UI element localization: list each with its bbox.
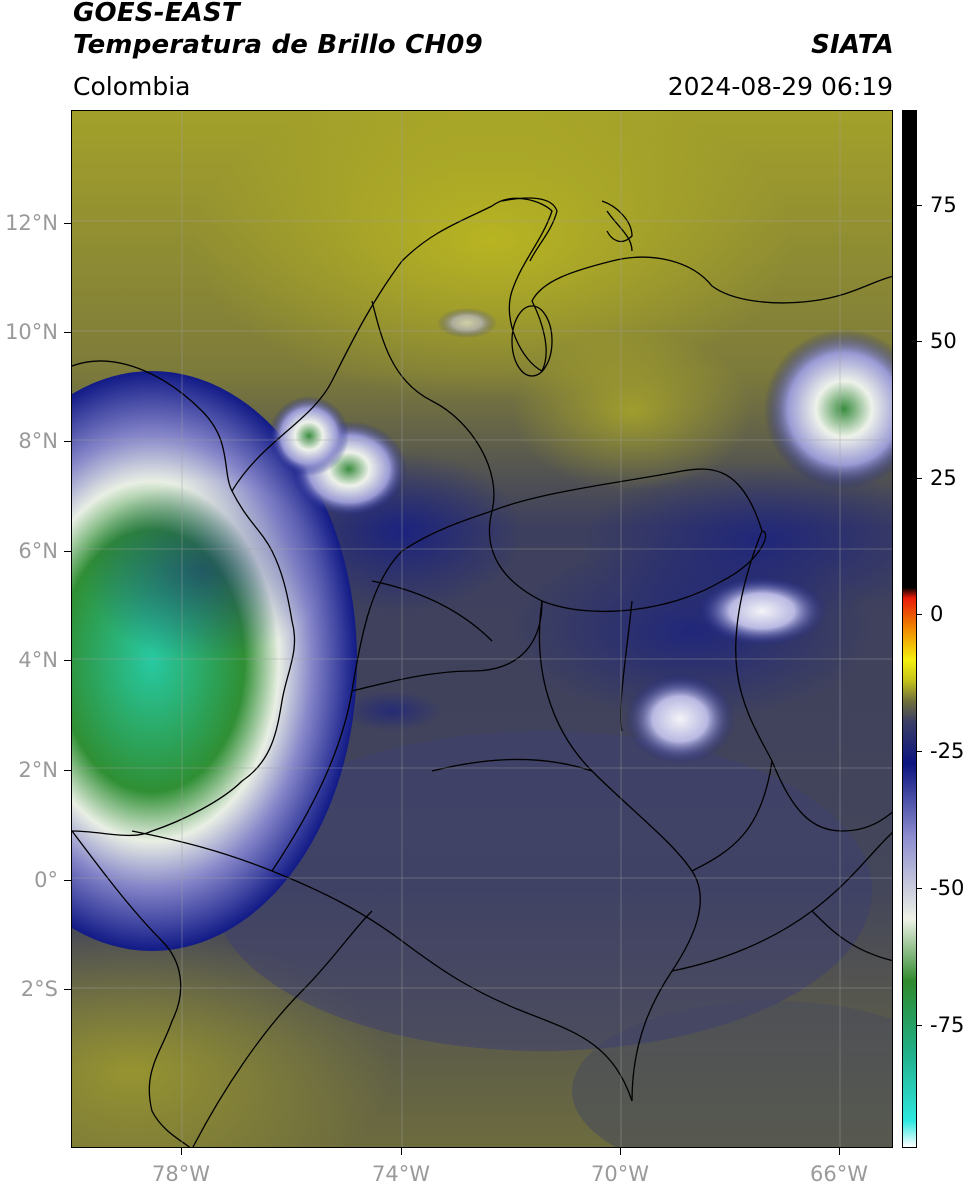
colorbar-label-neg25: -25	[930, 739, 965, 763]
lat-label-2s: 2°S	[20, 977, 58, 1001]
lat-tick	[64, 223, 71, 224]
title-line2: Temperatura de Brillo CH09	[73, 30, 483, 60]
lat-tick	[64, 880, 71, 881]
colorbar-tick	[916, 341, 922, 342]
lat-label-4n: 4°N	[18, 648, 58, 672]
colorbar	[902, 110, 917, 1148]
lon-tick	[620, 1148, 621, 1155]
colorbar-label-75: 75	[930, 193, 957, 217]
colorbar-tick	[916, 614, 922, 615]
lat-tick	[64, 441, 71, 442]
colorbar-tick	[916, 888, 922, 889]
lon-tick	[181, 1148, 182, 1155]
source-label: SIATA	[811, 30, 894, 60]
lat-label-0: 0°	[34, 868, 58, 892]
colorbar-label-0: 0	[930, 602, 944, 626]
lat-label-10n: 10°N	[5, 320, 58, 344]
title-line1: GOES-EAST	[73, 0, 240, 28]
colorbar-label-50: 50	[930, 329, 957, 353]
colorbar-tick	[916, 1025, 922, 1026]
lat-tick	[64, 989, 71, 990]
lat-tick	[64, 332, 71, 333]
lat-label-8n: 8°N	[18, 429, 58, 453]
lat-tick	[64, 770, 71, 771]
lon-label-74w: 74°W	[372, 1162, 430, 1186]
lon-label-78w: 78°W	[152, 1162, 210, 1186]
timestamp-label: 2024-08-29 06:19	[667, 72, 893, 101]
satellite-map	[71, 110, 893, 1148]
lat-label-6n: 6°N	[18, 539, 58, 563]
lon-label-66w: 66°W	[810, 1162, 868, 1186]
lat-tick	[64, 660, 71, 661]
lat-tick	[64, 551, 71, 552]
colorbar-tick	[916, 751, 922, 752]
lon-label-70w: 70°W	[591, 1162, 649, 1186]
colorbar-tick	[916, 205, 922, 206]
colorbar-label-neg50: -50	[930, 876, 965, 900]
region-label: Colombia	[73, 72, 191, 101]
lon-tick	[401, 1148, 402, 1155]
colorbar-label-25: 25	[930, 466, 957, 490]
colorbar-label-neg75: -75	[930, 1013, 965, 1037]
lon-tick	[839, 1148, 840, 1155]
colorbar-tick	[916, 478, 922, 479]
lat-label-2n: 2°N	[18, 758, 58, 782]
lat-label-12n: 12°N	[5, 211, 58, 235]
